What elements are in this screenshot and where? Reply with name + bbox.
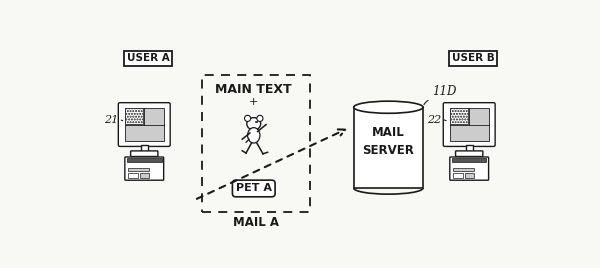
FancyBboxPatch shape bbox=[450, 157, 488, 180]
Bar bbox=[466, 145, 473, 152]
Bar bbox=[449, 108, 489, 141]
Bar bbox=[452, 158, 487, 162]
Text: MAIL
SERVER: MAIL SERVER bbox=[362, 126, 414, 157]
Circle shape bbox=[257, 115, 263, 121]
Bar bbox=[127, 158, 161, 162]
Bar bbox=[453, 169, 474, 171]
Bar bbox=[449, 108, 469, 124]
Text: PET A: PET A bbox=[236, 184, 272, 193]
Text: 11D: 11D bbox=[432, 85, 457, 98]
Text: 21: 21 bbox=[104, 115, 123, 125]
FancyBboxPatch shape bbox=[443, 103, 495, 146]
Ellipse shape bbox=[354, 101, 423, 113]
Circle shape bbox=[245, 115, 251, 121]
Text: USER B: USER B bbox=[452, 53, 494, 63]
FancyBboxPatch shape bbox=[455, 151, 483, 157]
Bar bbox=[128, 169, 149, 171]
Bar bbox=[140, 173, 149, 178]
FancyBboxPatch shape bbox=[118, 103, 170, 146]
Text: MAIN TEXT: MAIN TEXT bbox=[215, 83, 292, 96]
Bar bbox=[125, 108, 164, 141]
Text: +: + bbox=[249, 97, 259, 107]
FancyBboxPatch shape bbox=[125, 157, 164, 180]
Bar bbox=[202, 75, 310, 211]
Text: MAIL A: MAIL A bbox=[233, 216, 279, 229]
Bar bbox=[453, 173, 463, 178]
Ellipse shape bbox=[247, 118, 260, 130]
Bar bbox=[141, 145, 148, 152]
Bar bbox=[125, 108, 143, 124]
Bar bbox=[465, 173, 474, 178]
Text: USER A: USER A bbox=[127, 53, 169, 63]
Bar bbox=[354, 107, 423, 188]
Bar bbox=[128, 173, 137, 178]
Ellipse shape bbox=[248, 128, 260, 143]
Text: 22: 22 bbox=[427, 115, 446, 125]
FancyBboxPatch shape bbox=[131, 151, 158, 157]
